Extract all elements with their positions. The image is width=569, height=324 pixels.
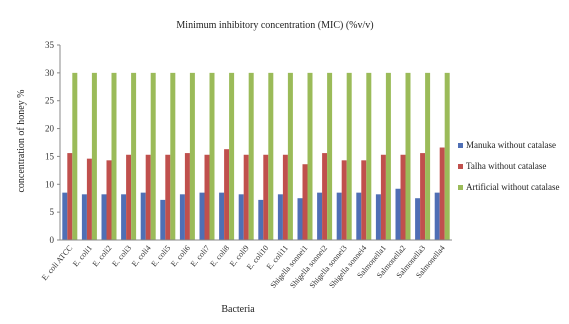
bar bbox=[160, 199, 166, 240]
bar bbox=[385, 72, 391, 240]
y-tick-label: 35 bbox=[45, 40, 55, 50]
bar bbox=[375, 194, 381, 240]
bar bbox=[297, 198, 303, 240]
bar bbox=[317, 192, 323, 240]
x-tick-label: E. coli2 bbox=[91, 244, 114, 269]
y-axis: 0 5 10 15 20 25 30 35 bbox=[45, 40, 61, 245]
bar bbox=[184, 153, 190, 240]
bar bbox=[420, 153, 426, 240]
bar bbox=[287, 72, 293, 240]
x-axis-title: Bacteria bbox=[221, 304, 255, 315]
bar bbox=[179, 194, 185, 240]
bar bbox=[243, 154, 249, 240]
bar-series-group bbox=[62, 72, 450, 240]
x-tick-label: E. coli ATCC bbox=[40, 244, 74, 283]
bar bbox=[219, 192, 225, 240]
bar bbox=[106, 160, 112, 240]
bar bbox=[131, 72, 137, 240]
bar bbox=[189, 72, 195, 240]
legend-entry: Manuka without catalase bbox=[466, 140, 556, 150]
bar bbox=[170, 72, 176, 240]
y-tick-label: 0 bbox=[50, 235, 55, 245]
y-tick-label: 15 bbox=[45, 151, 55, 161]
bar bbox=[91, 72, 97, 240]
bar bbox=[62, 192, 68, 240]
y-tick-label: 20 bbox=[45, 124, 55, 134]
chart-title: Minimum inhibitory concentration (MIC) (… bbox=[176, 20, 373, 31]
bar bbox=[224, 149, 230, 240]
bar bbox=[444, 72, 450, 240]
bar bbox=[67, 153, 73, 240]
bar bbox=[380, 154, 386, 240]
bar bbox=[140, 192, 146, 240]
bar bbox=[277, 194, 283, 240]
bar bbox=[346, 72, 352, 240]
y-tick-label: 5 bbox=[50, 207, 55, 217]
bar bbox=[405, 72, 411, 240]
bar bbox=[145, 154, 151, 240]
legend-entry: Talha without catalase bbox=[466, 161, 546, 171]
y-tick-label: 30 bbox=[45, 68, 55, 78]
bar bbox=[268, 72, 274, 240]
x-tick-label: E. coli7 bbox=[189, 244, 212, 269]
bar bbox=[302, 164, 308, 240]
bar bbox=[336, 192, 342, 240]
y-tick-label: 10 bbox=[45, 179, 55, 189]
bar bbox=[439, 147, 445, 240]
bar bbox=[101, 194, 107, 240]
bar bbox=[258, 199, 264, 240]
x-tick-label: E. coli5 bbox=[149, 244, 172, 269]
legend: Manuka without catalase Talha without cat… bbox=[458, 140, 559, 192]
legend-swatch bbox=[458, 143, 463, 148]
bar bbox=[204, 154, 210, 240]
x-tick-label: E. coli6 bbox=[169, 244, 192, 269]
bar bbox=[307, 72, 313, 240]
x-tick-label: E. coli4 bbox=[130, 244, 153, 269]
legend-entry: Artificial without catalase bbox=[466, 182, 559, 192]
bar bbox=[263, 154, 269, 240]
x-tick-label: E. coli8 bbox=[208, 244, 231, 269]
bar bbox=[121, 194, 127, 240]
legend-swatch bbox=[458, 185, 463, 190]
bar bbox=[400, 154, 406, 240]
bar bbox=[327, 72, 333, 240]
bar bbox=[366, 72, 372, 240]
bar bbox=[361, 160, 367, 240]
bar bbox=[248, 72, 254, 240]
bar bbox=[229, 72, 235, 240]
bar bbox=[322, 153, 328, 240]
bar bbox=[111, 72, 117, 240]
bar bbox=[199, 192, 205, 240]
bar bbox=[126, 154, 132, 240]
bar bbox=[72, 72, 78, 240]
bar bbox=[341, 160, 347, 240]
bar bbox=[86, 158, 92, 240]
legend-swatch bbox=[458, 164, 463, 169]
bar bbox=[150, 72, 156, 240]
bar bbox=[425, 72, 431, 240]
y-axis-title: concentration of honey % bbox=[16, 89, 27, 192]
x-tick-label: E. coli1 bbox=[71, 244, 94, 269]
y-tick-label: 25 bbox=[45, 96, 55, 106]
bar bbox=[238, 194, 244, 240]
bar bbox=[434, 192, 440, 240]
x-tick-label: E. coli3 bbox=[110, 244, 133, 269]
bar bbox=[415, 198, 421, 240]
bar bbox=[282, 154, 288, 240]
bar bbox=[209, 72, 215, 240]
bar bbox=[395, 188, 401, 240]
bar bbox=[81, 194, 87, 240]
bar bbox=[165, 154, 171, 240]
bar bbox=[356, 192, 362, 240]
